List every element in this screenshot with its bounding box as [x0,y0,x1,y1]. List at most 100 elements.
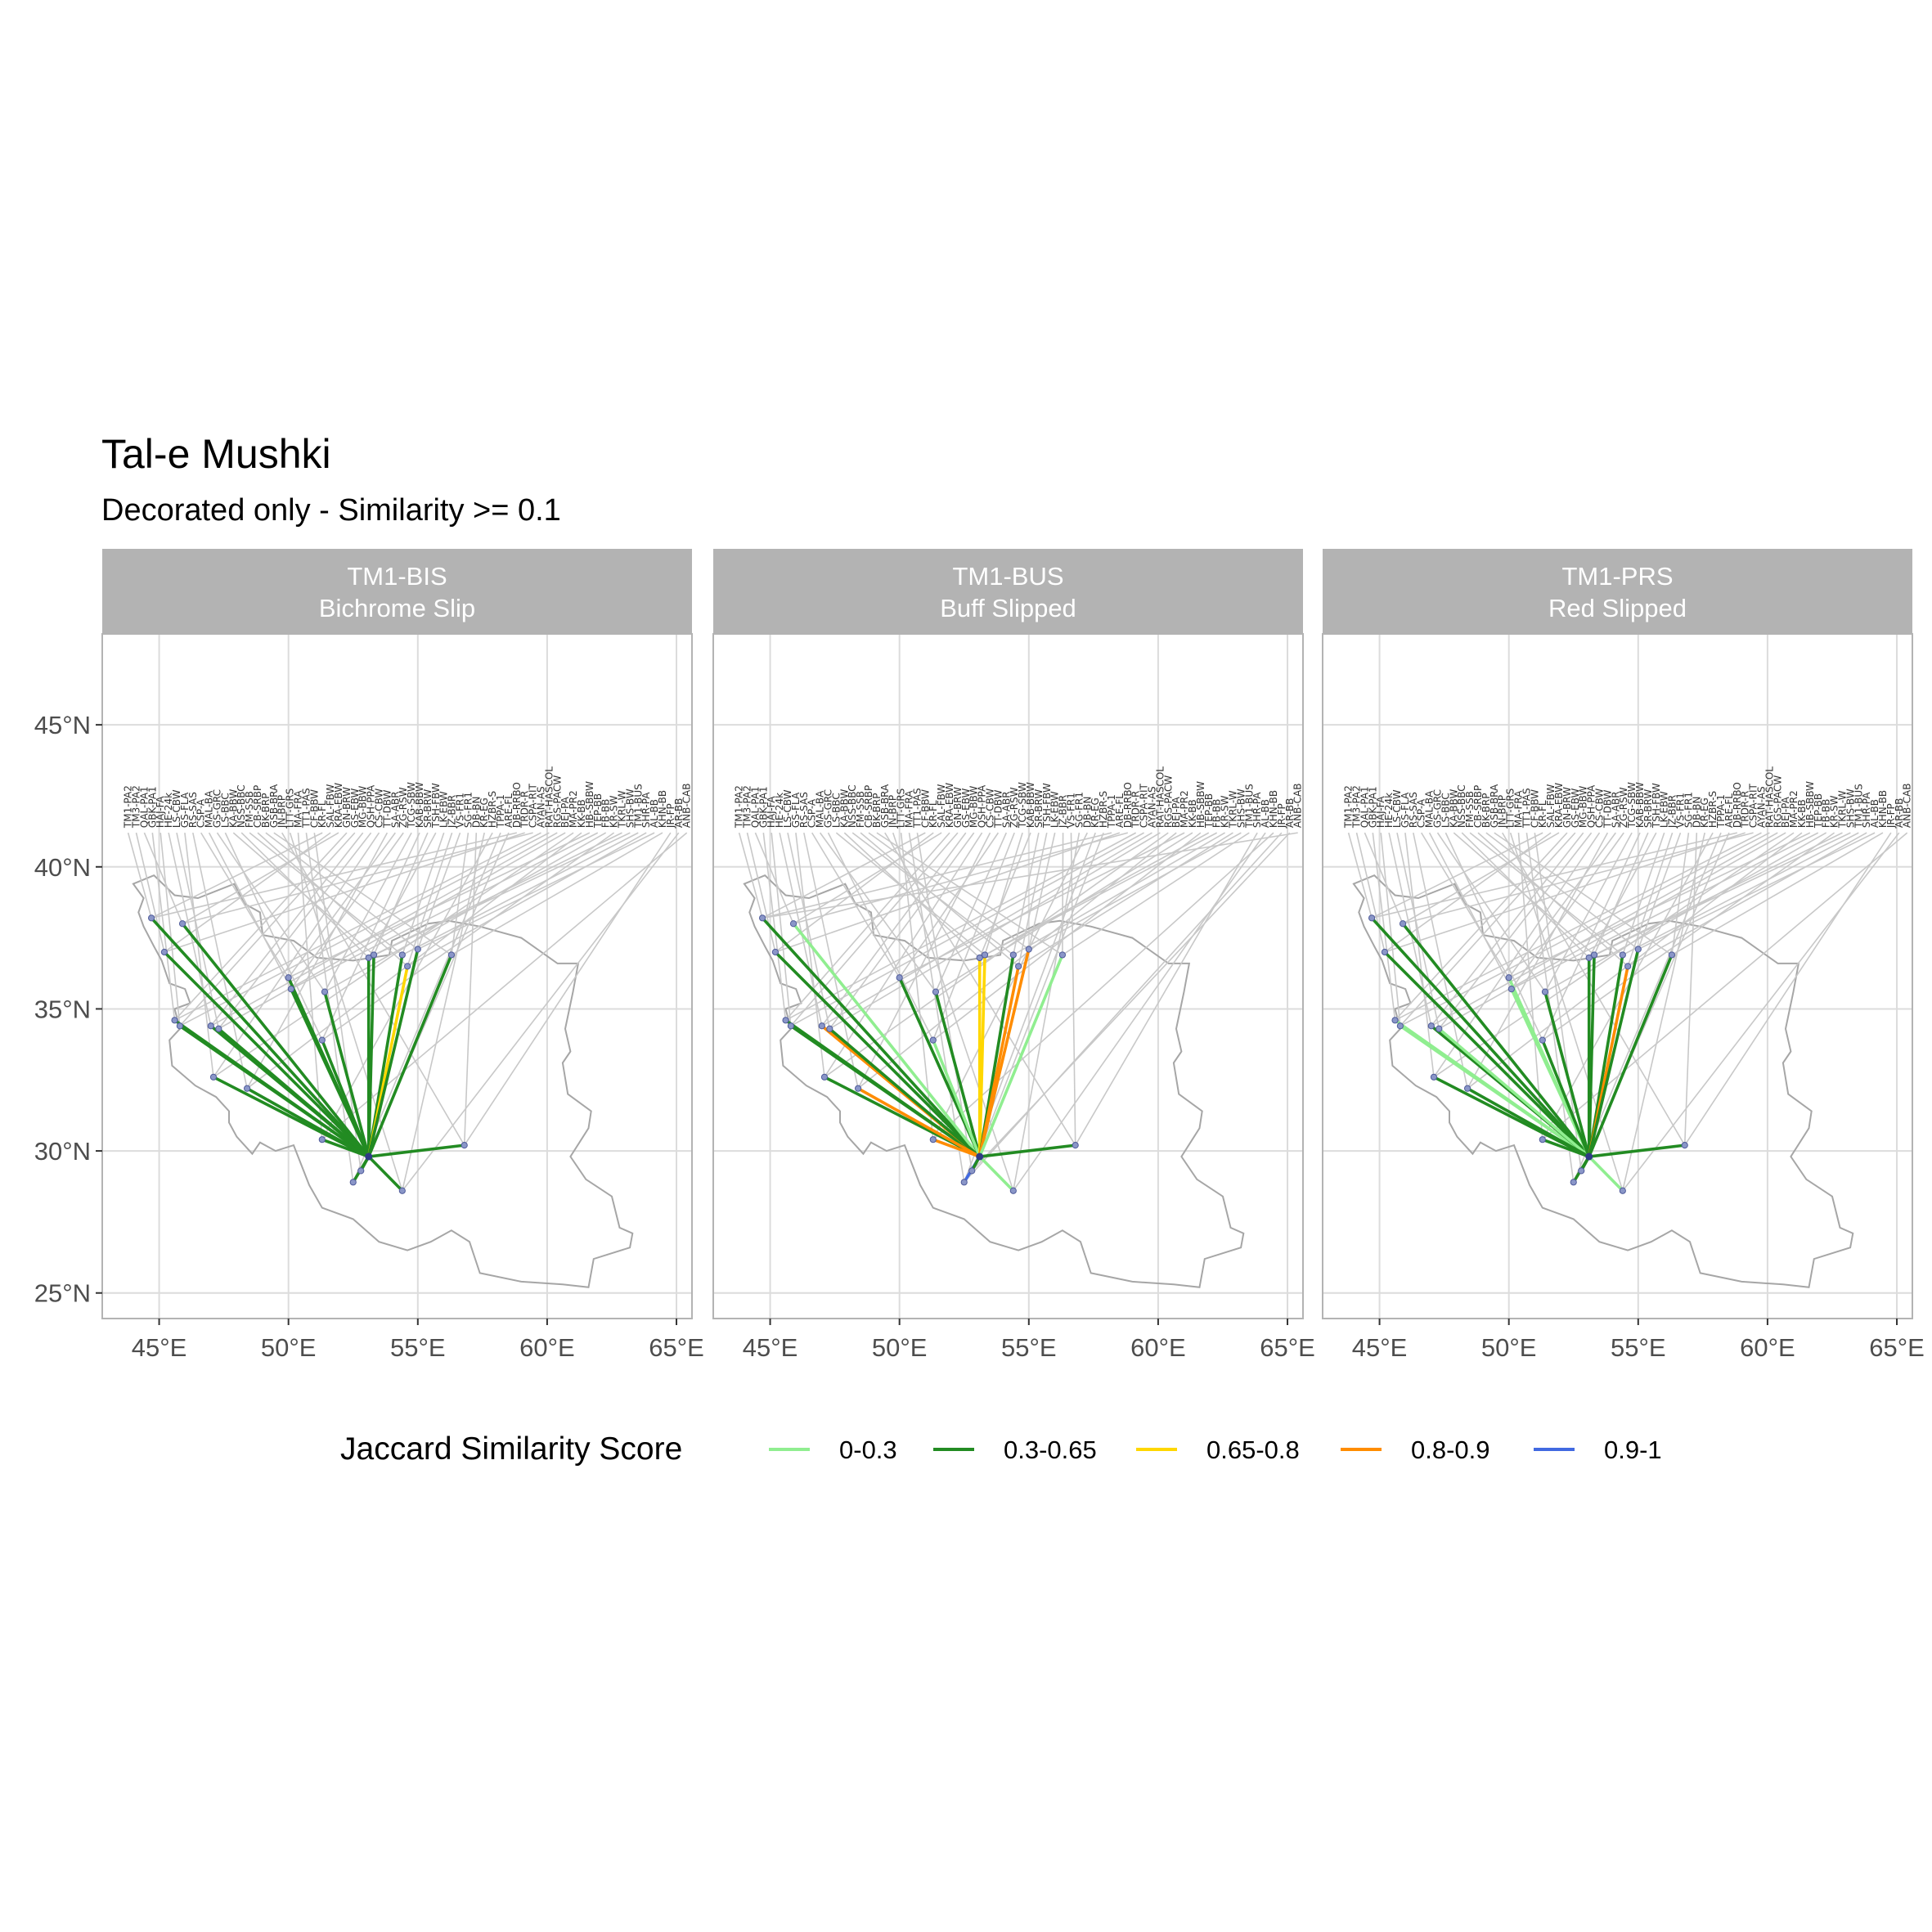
label-leader-line [213,832,380,1078]
site-point [1427,1022,1435,1030]
site-label: LK-EBW [1049,791,1061,828]
site-label: ANB-CAB [681,784,693,829]
site-point [1505,974,1512,982]
site-point [1578,1167,1585,1175]
label-leader-line [824,832,983,1078]
site-label: HE-24k [774,793,785,828]
label-leader-line [151,832,517,919]
site-label: QSH-PPA [1586,784,1597,828]
label-leader-line [224,832,323,1040]
site-label: ARE-FL [1114,793,1126,828]
similarity-link [761,917,982,1158]
label-leader-line [1622,832,1900,1192]
site-point [929,1036,937,1044]
similarity-link [321,1039,371,1157]
label-leader-line [1477,832,1629,967]
site-label: VS-FR1 [455,793,466,828]
similarity-link [978,954,1064,1157]
site-label: MAL-BA [815,790,826,828]
label-leader-line [127,832,152,919]
site-label: ARE-FL [503,793,514,828]
site-label: HZBR-S [1707,791,1719,828]
label-leader-line [795,833,825,1077]
site-label: KR-EG [1699,798,1710,828]
label-leader-line [819,832,937,993]
site-label: CF-BBW [919,789,931,828]
similarity-link [178,1024,370,1158]
label-leader-line [1013,832,1225,956]
label-leader-line [1511,832,1819,990]
site-point [321,988,329,995]
site-label: CS-CBW [985,789,996,829]
site-point [207,1022,214,1030]
site-label: TSH-FBW [430,783,442,829]
site-point [147,914,155,922]
site-label: CSPA-RIT [1748,783,1759,828]
site-label: BK-BRP [1480,793,1492,829]
site-point [398,951,406,959]
x-tick-label: 55°E [1001,1333,1057,1362]
site-point [318,1036,326,1044]
site-label: JR-FP [1885,803,1897,829]
site-label: HE-24k [1383,793,1395,828]
site-point [370,951,378,959]
site-point [1391,1017,1399,1024]
site-point [357,1167,365,1175]
site-label: BEJ-PA [1780,796,1791,828]
site-point [1570,1179,1577,1186]
label-leader-line [754,832,794,924]
site-label: SR-BRW [1033,789,1045,828]
site-label: KA-BBW [1448,789,1459,829]
label-leader-line [746,832,776,953]
site-label: BK-BRP [260,793,272,829]
site-label: TT1-PAS [911,788,923,829]
site-point [1430,1073,1438,1081]
site-point [209,1073,218,1081]
site-point [1619,1187,1626,1194]
label-leader-line [771,833,792,1027]
similarity-link [218,1027,370,1158]
label-leader-line [1402,832,1560,924]
site-label: KR-EG [1090,798,1101,828]
site-label: TPPA-1 [1106,794,1117,829]
similarity-link [368,1143,465,1158]
label-leader-line [1622,832,1859,956]
site-point [404,963,411,970]
site-label: KHN-BB [1268,790,1279,828]
site-label: AYAN-AS [536,786,547,828]
label-leader-line [402,832,485,1191]
site-label: GSB-BRA [879,784,891,828]
y-tick-label: 30°N [34,1137,91,1166]
site-label: SA-ABR [389,791,401,828]
label-leader-line [1013,832,1040,955]
label-leader-line [1433,832,1601,1078]
site-label: CSP-A [1416,798,1427,828]
site-label: RS-SAS [1408,792,1419,828]
label-leader-line [151,832,323,919]
site-label: LTT-GRS [1505,789,1516,828]
label-leader-line [827,832,934,1041]
site-label: SG-FR1 [462,792,474,828]
origin-point [365,1152,373,1161]
site-label: AYAN-AS [1147,786,1158,828]
site-point [968,1167,976,1175]
label-leader-line [324,832,607,993]
legend-item: 0.9-1 [1534,1436,1662,1464]
site-label: SHR-PA [1251,792,1263,828]
site-label: AL-BB [649,799,660,828]
site-label: CF-BBW [1529,789,1540,828]
similarity-link [979,1143,1076,1158]
site-label: TM3-PA2 [742,785,753,829]
site-point [178,920,186,928]
legend-item: 0.8-0.9 [1341,1436,1490,1464]
label-leader-line [1622,832,1705,1191]
site-label: RAT-HASCOL [1154,766,1166,828]
site-label: LS-CBW [171,789,182,828]
label-leader-line [402,832,680,1192]
site-label: ARE-FL [1723,793,1735,828]
site-label: MA-FRA [1513,790,1525,828]
site-label: GSB-BRA [268,784,280,828]
site-label: GS-FLA [179,792,191,828]
legend-label: 0.9-1 [1604,1436,1662,1464]
site-label: RGS-PACW [1772,775,1783,828]
